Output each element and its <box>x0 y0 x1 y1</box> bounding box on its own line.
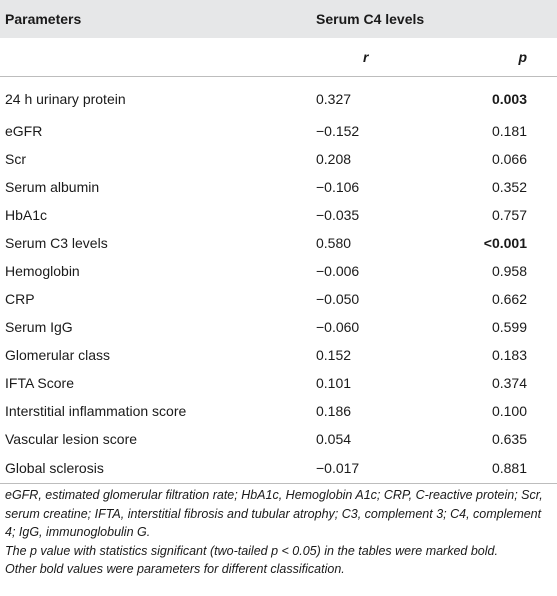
cell-r-value: 0.054 <box>316 431 352 447</box>
cell-r-value: 0.101 <box>316 375 352 391</box>
cell-r-value: −0.060 <box>316 319 360 335</box>
table-row: Global sclerosis −0.017 0.881 <box>0 453 557 484</box>
footnote-significance: The p value with statistics significant … <box>5 543 498 558</box>
header-parameters: Parameters <box>0 0 308 38</box>
cell-r-value: 0.327 <box>316 91 352 107</box>
cell-parameter: Scr <box>5 151 26 167</box>
cell-p-value: 0.352 <box>491 179 528 195</box>
correlation-table-container: Parameters Serum C4 levels r p 24 h urin… <box>0 0 557 484</box>
cell-parameter: Serum albumin <box>5 179 100 195</box>
footnote-abbreviations: eGFR, estimated glomerular filtration ra… <box>5 488 543 540</box>
cell-r-value: −0.006 <box>316 263 360 279</box>
table-row: Interstitial inflammation score 0.186 0.10… <box>0 397 557 425</box>
cell-p-value: 0.100 <box>491 403 528 419</box>
cell-p-value: 0.958 <box>491 263 528 279</box>
cell-r-value: 0.186 <box>316 403 352 419</box>
subheader-p: p <box>472 38 557 77</box>
correlation-table: Parameters Serum C4 levels r p 24 h urin… <box>0 0 557 484</box>
cell-parameter: Serum C3 levels <box>5 235 108 251</box>
cell-r-value: −0.152 <box>316 123 360 139</box>
table-subheader-row: r p <box>0 38 557 77</box>
cell-parameter: 24 h urinary protein <box>5 91 126 107</box>
table-row: IFTA Score 0.101 0.374 <box>0 369 557 397</box>
cell-p-value: 0.003 <box>491 91 528 107</box>
cell-r-value: 0.152 <box>316 347 352 363</box>
table-row: Hemoglobin −0.006 0.958 <box>0 257 557 285</box>
cell-p-value: 0.066 <box>491 151 528 167</box>
cell-r-value: −0.035 <box>316 207 360 223</box>
cell-p-value: 0.374 <box>491 375 528 391</box>
table-row: Vascular lesion score 0.054 0.635 <box>0 425 557 453</box>
table-row: Serum albumin −0.106 0.352 <box>0 173 557 201</box>
cell-parameter: Glomerular class <box>5 347 111 363</box>
cell-r-value: −0.017 <box>308 453 472 484</box>
cell-p-value: 0.757 <box>491 207 528 223</box>
cell-parameter: eGFR <box>5 123 43 139</box>
table-row: eGFR −0.152 0.181 <box>0 117 557 145</box>
cell-r-value: −0.050 <box>316 291 360 307</box>
cell-r-value: 0.580 <box>316 235 352 251</box>
cell-p-value: 0.183 <box>491 347 528 363</box>
cell-parameter: Global sclerosis <box>0 453 308 484</box>
table-header-row: Parameters Serum C4 levels <box>0 0 557 38</box>
table-row: Serum C3 levels 0.580 <0.001 <box>0 229 557 257</box>
table-row: 24 h urinary protein 0.327 0.003 <box>0 77 557 118</box>
cell-parameter: HbA1c <box>5 207 48 223</box>
table-row: Scr 0.208 0.066 <box>0 145 557 173</box>
cell-parameter: Serum IgG <box>5 319 73 335</box>
cell-p-value: 0.599 <box>491 319 528 335</box>
table-row: Serum IgG −0.060 0.599 <box>0 313 557 341</box>
cell-parameter: Hemoglobin <box>5 263 80 279</box>
cell-p-value: 0.635 <box>491 431 528 447</box>
table-body: 24 h urinary protein 0.327 0.003 eGFR −0.152… <box>0 77 557 484</box>
header-serum-c4-levels: Serum C4 levels <box>308 0 557 38</box>
cell-p-value: 0.881 <box>472 453 557 484</box>
cell-parameter: CRP <box>5 291 35 307</box>
table-row: CRP −0.050 0.662 <box>0 285 557 313</box>
cell-r-value: −0.106 <box>316 179 360 195</box>
cell-parameter: Interstitial inflammation score <box>5 403 187 419</box>
cell-parameter: Vascular lesion score <box>5 431 138 447</box>
footnote-other: Other bold values were parameters for di… <box>5 562 345 577</box>
cell-p-value: <0.001 <box>483 235 528 251</box>
table-footnote: eGFR, estimated glomerular filtration ra… <box>5 486 553 579</box>
cell-p-value: 0.181 <box>491 123 528 139</box>
cell-parameter: IFTA Score <box>5 375 74 391</box>
table-row: Glomerular class 0.152 0.183 <box>0 341 557 369</box>
table-row: HbA1c −0.035 0.757 <box>0 201 557 229</box>
cell-p-value: 0.662 <box>491 291 528 307</box>
cell-r-value: 0.208 <box>316 151 352 167</box>
subheader-r: r <box>308 38 472 77</box>
subheader-empty <box>0 38 308 77</box>
